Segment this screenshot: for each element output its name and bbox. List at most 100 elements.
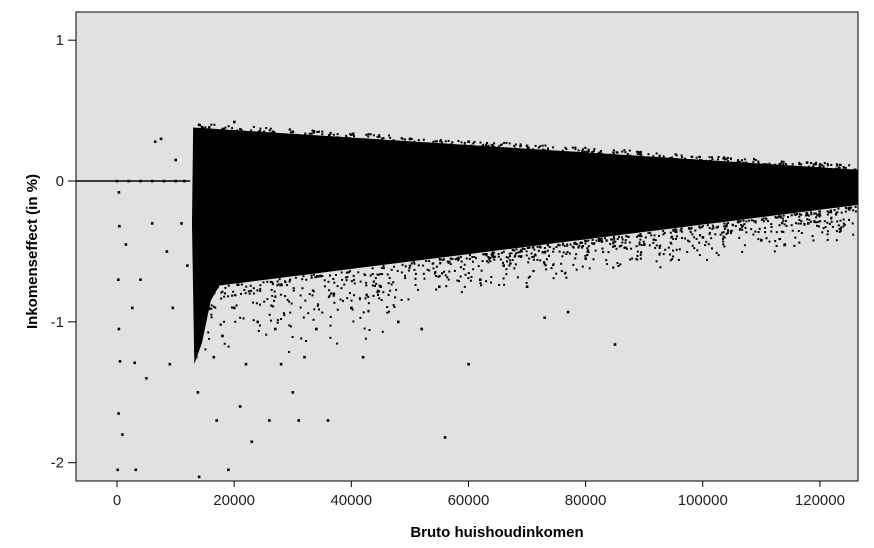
scatter-point (613, 245, 616, 247)
scatter-point (853, 168, 857, 172)
scatter-point (783, 243, 787, 246)
scatter-point (447, 278, 450, 281)
scatter-point (248, 292, 251, 295)
scatter-point (566, 310, 570, 314)
scatter-point (201, 126, 204, 129)
scatter-point (778, 163, 781, 166)
scatter-point (377, 293, 379, 296)
scatter-point (597, 237, 600, 240)
scatter-point (333, 301, 336, 304)
scatter-point (762, 220, 765, 223)
scatter-point (842, 225, 845, 228)
scatter-point (587, 152, 589, 155)
scatter-point (291, 130, 295, 134)
scatter-point (638, 241, 641, 244)
scatter-point (527, 146, 530, 149)
scatter-point (612, 266, 615, 269)
scatter-point (263, 300, 266, 303)
scatter-point (197, 475, 201, 479)
scatter-point (283, 314, 286, 317)
scatter-point (798, 161, 801, 164)
scatter-point (390, 283, 393, 286)
scatter-point (662, 230, 665, 232)
scatter-point (717, 254, 720, 257)
scatter-point (304, 132, 307, 135)
scatter-point (842, 166, 845, 169)
scatter-point (758, 227, 761, 230)
scatter-point (605, 259, 608, 262)
scatter-point (686, 239, 689, 242)
scatter-point (575, 268, 578, 271)
scatter-point (681, 156, 683, 159)
scatter-point (839, 219, 842, 222)
scatter-point (669, 157, 671, 159)
scatter-point (223, 320, 225, 323)
scatter-point (482, 143, 485, 146)
scatter-point (336, 285, 339, 288)
scatter-point (581, 245, 584, 248)
scatter-point (805, 212, 808, 215)
scatter-point (546, 244, 549, 247)
scatter-point (649, 231, 652, 234)
scatter-point (386, 306, 389, 309)
scatter-point (469, 144, 472, 147)
scatter-point (773, 250, 776, 253)
scatter-point (502, 277, 505, 280)
scatter-point (271, 283, 274, 286)
scatter-point (274, 327, 277, 331)
scatter-point (698, 254, 701, 256)
scatter-point (372, 294, 375, 297)
scatter-point (513, 255, 516, 258)
scatter-point (489, 260, 492, 263)
scatter-point (323, 279, 326, 282)
scatter-point (739, 220, 742, 223)
scatter-point (494, 255, 497, 258)
scatter-point (573, 242, 576, 245)
scatter-point (752, 160, 755, 163)
scatter-point (490, 143, 493, 146)
scatter-point (806, 214, 809, 216)
scatter-point (586, 247, 589, 250)
scatter-point (379, 273, 382, 276)
scatter-point (560, 270, 563, 272)
scatter-point (380, 299, 383, 301)
scatter-point (376, 291, 379, 294)
scatter-point (463, 285, 466, 288)
scatter-point (314, 276, 317, 279)
scatter-point (511, 249, 514, 251)
scatter-point (793, 213, 796, 216)
scatter-point (244, 362, 248, 366)
scatter-point (320, 275, 323, 278)
scatter-point (562, 242, 565, 245)
scatter-point (587, 148, 590, 151)
scatter-point (117, 412, 120, 415)
scatter-point (407, 298, 410, 301)
scatter-point (707, 243, 710, 246)
scatter-point (621, 150, 624, 153)
scatter-point (301, 287, 304, 290)
scatter-point (240, 129, 243, 132)
scatter-point (345, 134, 347, 137)
scatter-point (207, 301, 209, 304)
scatter-point (753, 157, 755, 160)
scatter-point (439, 139, 442, 142)
scatter-point (286, 298, 289, 301)
scatter-point (669, 231, 672, 234)
scatter-point (672, 229, 675, 232)
scatter-point (433, 272, 436, 275)
scatter-point (376, 273, 379, 276)
scatter-point (350, 280, 353, 283)
scatter-point (767, 220, 769, 223)
scatter-point (814, 212, 817, 215)
scatter-point (835, 230, 838, 233)
scatter-point (625, 235, 628, 238)
scatter-point (207, 308, 210, 311)
scatter-point (826, 164, 829, 167)
scatter-point (487, 144, 490, 147)
scatter-point (805, 214, 807, 217)
scatter-point (313, 130, 316, 133)
scatter-point (453, 269, 456, 272)
scatter-point (591, 238, 594, 241)
scatter-point (837, 166, 840, 169)
scatter-point (300, 337, 303, 340)
